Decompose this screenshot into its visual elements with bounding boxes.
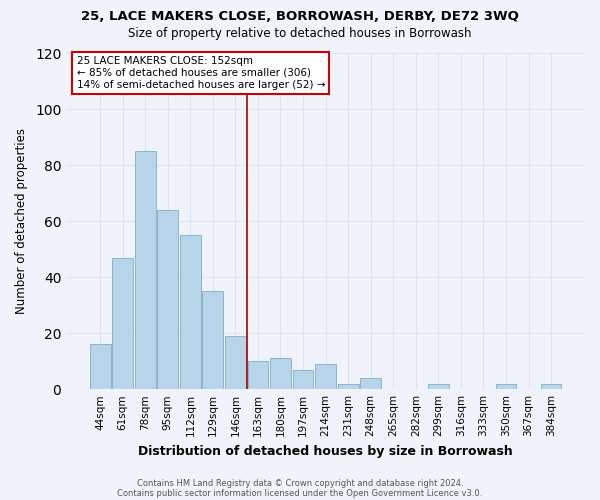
Text: 25 LACE MAKERS CLOSE: 152sqm
← 85% of detached houses are smaller (306)
14% of s: 25 LACE MAKERS CLOSE: 152sqm ← 85% of de… bbox=[77, 56, 325, 90]
Bar bbox=[496, 384, 517, 389]
Bar bbox=[270, 358, 291, 389]
Bar bbox=[541, 384, 562, 389]
Bar bbox=[157, 210, 178, 389]
Text: 25, LACE MAKERS CLOSE, BORROWASH, DERBY, DE72 3WQ: 25, LACE MAKERS CLOSE, BORROWASH, DERBY,… bbox=[81, 10, 519, 23]
Bar bbox=[180, 235, 200, 389]
Bar bbox=[361, 378, 381, 389]
Bar bbox=[135, 151, 155, 389]
Bar bbox=[90, 344, 110, 389]
Text: Contains public sector information licensed under the Open Government Licence v3: Contains public sector information licen… bbox=[118, 488, 482, 498]
X-axis label: Distribution of detached houses by size in Borrowash: Distribution of detached houses by size … bbox=[138, 444, 513, 458]
Bar bbox=[338, 384, 359, 389]
Bar bbox=[202, 291, 223, 389]
Bar bbox=[225, 336, 246, 389]
Bar bbox=[112, 258, 133, 389]
Y-axis label: Number of detached properties: Number of detached properties bbox=[15, 128, 28, 314]
Bar bbox=[428, 384, 449, 389]
Bar bbox=[293, 370, 313, 389]
Text: Size of property relative to detached houses in Borrowash: Size of property relative to detached ho… bbox=[128, 28, 472, 40]
Bar bbox=[248, 361, 268, 389]
Text: Contains HM Land Registry data © Crown copyright and database right 2024.: Contains HM Land Registry data © Crown c… bbox=[137, 478, 463, 488]
Bar bbox=[315, 364, 336, 389]
